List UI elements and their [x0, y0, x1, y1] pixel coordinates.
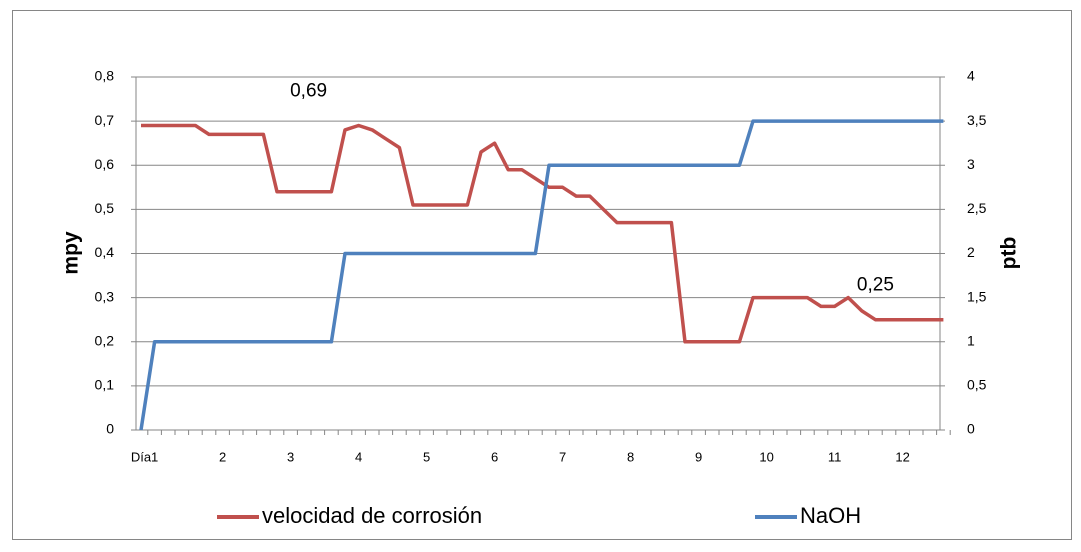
- y2-tick-label: 4: [967, 68, 975, 84]
- x-tick-label: 9: [695, 449, 702, 464]
- y-tick-label: 0,6: [95, 156, 115, 172]
- y2-tick-label: 1,5: [967, 288, 987, 304]
- data-label: 0,69: [290, 81, 327, 102]
- y2-tick-label: 3,5: [967, 112, 987, 128]
- y2-tick-label: 2: [967, 244, 975, 260]
- y2-tick-label: 0,5: [967, 377, 987, 393]
- series-line: [139, 119, 944, 431]
- x-tick-label: 4: [355, 449, 362, 464]
- y-tick-label: 0,4: [95, 244, 115, 260]
- x-tick-label: 6: [491, 449, 498, 464]
- chart-border: [12, 10, 1072, 540]
- x-tick-label: Día: [131, 449, 152, 464]
- x-tick-label: 8: [627, 449, 634, 464]
- x-tick-label: 1: [151, 449, 158, 464]
- y2-tick-label: 0: [967, 421, 975, 437]
- y2-tick-label: 1: [967, 332, 975, 348]
- x-tick-label: 7: [559, 449, 566, 464]
- y-tick-label: 0,2: [95, 332, 115, 348]
- y-tick-label: 0: [106, 421, 114, 437]
- legend-label: velocidad de corrosión: [262, 503, 482, 528]
- x-tick-label: 2: [219, 449, 226, 464]
- y-tick-label: 0,8: [95, 68, 115, 84]
- x-tick-label: 11: [828, 449, 842, 464]
- y-tick-label: 0,5: [95, 200, 115, 216]
- x-tick-label: 10: [759, 449, 773, 464]
- y-tick-label: 0,3: [95, 288, 115, 304]
- y2-axis-title: ptb: [998, 237, 1021, 270]
- data-label: 0,25: [857, 275, 894, 296]
- y-tick-label: 0,1: [95, 377, 115, 393]
- y-axis-title: mpy: [60, 231, 83, 275]
- legend-label: NaOH: [800, 503, 861, 528]
- y-tick-label: 0,7: [95, 112, 115, 128]
- x-tick-label: 3: [287, 449, 294, 464]
- x-tick-label: 12: [895, 449, 909, 464]
- series-line: [141, 123, 944, 344]
- y2-tick-label: 2,5: [967, 200, 987, 216]
- x-tick-label: 5: [423, 449, 430, 464]
- y2-tick-label: 3: [967, 156, 975, 172]
